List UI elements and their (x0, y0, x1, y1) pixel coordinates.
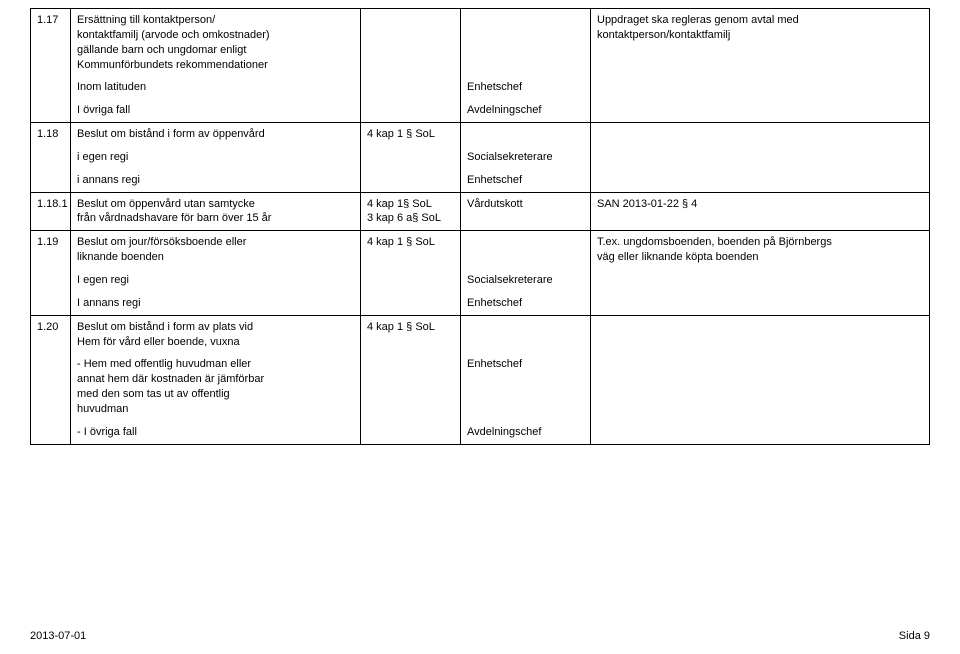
cell-col1 (31, 99, 71, 122)
cell-col2: - Hem med offentlig huvudman eller annat… (71, 353, 361, 420)
cell-col4 (461, 231, 591, 269)
cell-col3 (361, 99, 461, 122)
cell-col2: Beslut om jour/försöksboende eller likna… (71, 231, 361, 269)
cell-col3 (361, 76, 461, 99)
cell-col1 (31, 146, 71, 169)
cell-col2: I övriga fall (71, 99, 361, 122)
cell-col5 (591, 76, 930, 99)
cell-col5: SAN 2013-01-22 § 4 (591, 192, 930, 231)
cell-col1: 1.18.1 (31, 192, 71, 231)
footer-page: Sida 9 (899, 630, 930, 642)
cell-col2: I egen regi (71, 269, 361, 292)
cell-col3 (361, 353, 461, 420)
cell-col3 (361, 146, 461, 169)
cell-col3 (361, 421, 461, 444)
cell-col4 (461, 315, 591, 353)
cell-col5 (591, 269, 930, 292)
cell-col4: Socialsekreterare (461, 269, 591, 292)
cell-col2: Inom latituden (71, 76, 361, 99)
cell-col1: 1.18 (31, 123, 71, 146)
cell-col5 (591, 353, 930, 420)
cell-col4: Enhetschef (461, 292, 591, 315)
cell-col5 (591, 123, 930, 146)
cell-col2: Beslut om bistånd i form av öppenvård (71, 123, 361, 146)
cell-col2: Ersättning till kontaktperson/ kontaktfa… (71, 9, 361, 77)
table-row: 1.19Beslut om jour/försöksboende eller l… (31, 231, 930, 269)
table-row: 1.18Beslut om bistånd i form av öppenvår… (31, 123, 930, 146)
cell-col1 (31, 353, 71, 420)
cell-col2: Beslut om öppenvård utan samtycke från v… (71, 192, 361, 231)
cell-col4: Avdelningschef (461, 99, 591, 122)
table-row: - I övriga fall Avdelningschef (31, 421, 930, 444)
table-row: i egen regi Socialsekreterare (31, 146, 930, 169)
table-row: I annans regi Enhetschef (31, 292, 930, 315)
cell-col1 (31, 76, 71, 99)
table-row: 1.18.1Beslut om öppenvård utan samtycke … (31, 192, 930, 231)
cell-col4: Socialsekreterare (461, 146, 591, 169)
cell-col3: 4 kap 1 § SoL (361, 231, 461, 269)
cell-col1 (31, 421, 71, 444)
footer-date: 2013-07-01 (30, 630, 86, 642)
cell-col5 (591, 99, 930, 122)
delegation-table: 1.17Ersättning till kontaktperson/ konta… (30, 8, 930, 445)
table-row: I övriga fall Avdelningschef (31, 99, 930, 122)
cell-col5: Uppdraget ska regleras genom avtal med k… (591, 9, 930, 77)
table-row: - Hem med offentlig huvudman eller annat… (31, 353, 930, 420)
cell-col5 (591, 315, 930, 353)
cell-col3: 4 kap 1§ SoL 3 kap 6 a§ SoL (361, 192, 461, 231)
cell-col2: i annans regi (71, 169, 361, 192)
cell-col4: Vårdutskott (461, 192, 591, 231)
table-row: 1.20Beslut om bistånd i form av plats vi… (31, 315, 930, 353)
cell-col2: I annans regi (71, 292, 361, 315)
cell-col5 (591, 421, 930, 444)
cell-col3: 4 kap 1 § SoL (361, 315, 461, 353)
cell-col5 (591, 146, 930, 169)
table-row: 1.17Ersättning till kontaktperson/ konta… (31, 9, 930, 77)
page-footer: 2013-07-01 Sida 9 (30, 630, 930, 642)
cell-col4: Avdelningschef (461, 421, 591, 444)
table-row: I egen regi Socialsekreterare (31, 269, 930, 292)
table-row: i annans regi Enhetschef (31, 169, 930, 192)
cell-col1: 1.20 (31, 315, 71, 353)
cell-col3 (361, 269, 461, 292)
cell-col2: - I övriga fall (71, 421, 361, 444)
cell-col1 (31, 169, 71, 192)
cell-col4 (461, 9, 591, 77)
cell-col1 (31, 269, 71, 292)
cell-col3 (361, 292, 461, 315)
table-row: Inom latituden Enhetschef (31, 76, 930, 99)
cell-col3: 4 kap 1 § SoL (361, 123, 461, 146)
cell-col1: 1.19 (31, 231, 71, 269)
cell-col4: Enhetschef (461, 76, 591, 99)
cell-col4: Enhetschef (461, 353, 591, 420)
cell-col2: Beslut om bistånd i form av plats vid He… (71, 315, 361, 353)
cell-col5 (591, 292, 930, 315)
cell-col4: Enhetschef (461, 169, 591, 192)
cell-col1: 1.17 (31, 9, 71, 77)
cell-col2: i egen regi (71, 146, 361, 169)
cell-col1 (31, 292, 71, 315)
cell-col5 (591, 169, 930, 192)
cell-col3 (361, 9, 461, 77)
cell-col4 (461, 123, 591, 146)
cell-col3 (361, 169, 461, 192)
cell-col5: T.ex. ungdomsboenden, boenden på Björnbe… (591, 231, 930, 269)
